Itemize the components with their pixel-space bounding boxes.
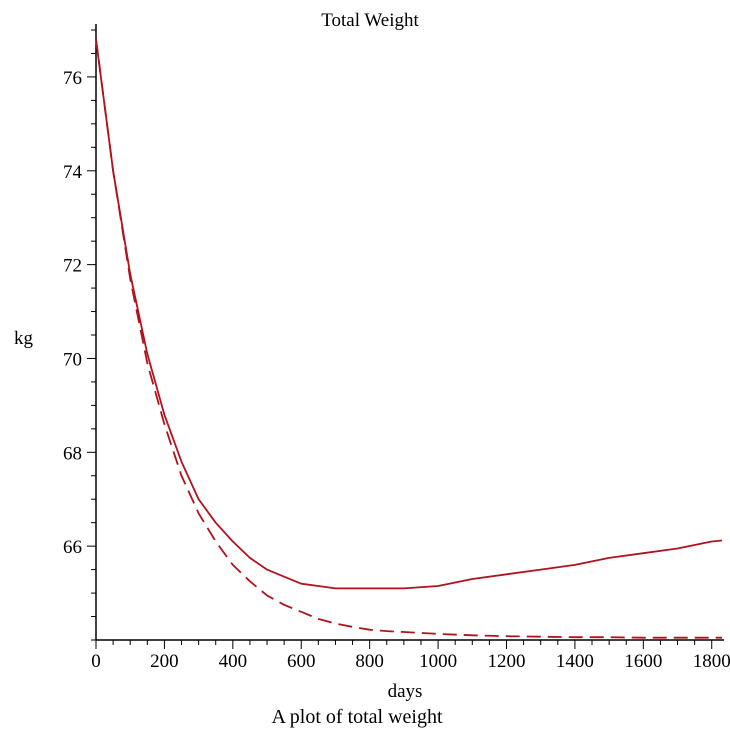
plot-area: 0 200 400 600 800 1000 1200 1400 1600 1800 66 68 70 7… <box>63 24 730 672</box>
y-tick-label: 76 <box>63 68 82 89</box>
chart-title: Total Weight <box>321 10 419 31</box>
x-tick-label: 1400 <box>556 651 594 672</box>
y-tick-label: 68 <box>63 443 82 464</box>
y-axis-label: kg <box>14 328 34 349</box>
x-axis-label: days <box>388 681 423 702</box>
y-tick-label: 66 <box>63 537 82 558</box>
y-tick-label: 74 <box>63 162 83 183</box>
chart-caption: A plot of total weight <box>271 706 443 728</box>
x-tick-label: 0 <box>91 651 101 672</box>
x-tick-label: 600 <box>287 651 316 672</box>
x-tick-label: 1600 <box>624 651 662 672</box>
x-tick-label: 1000 <box>419 651 457 672</box>
x-tick-label: 1800 <box>693 651 730 672</box>
x-tick-label: 400 <box>219 651 248 672</box>
x-tick-label: 1200 <box>487 651 525 672</box>
x-tick-label: 200 <box>150 651 179 672</box>
series-line-solid <box>95 39 723 590</box>
series-line-dashed <box>95 39 722 639</box>
y-tick-label: 72 <box>63 256 82 277</box>
y-tick-label: 70 <box>63 349 82 370</box>
x-tick-label: 800 <box>355 651 384 672</box>
